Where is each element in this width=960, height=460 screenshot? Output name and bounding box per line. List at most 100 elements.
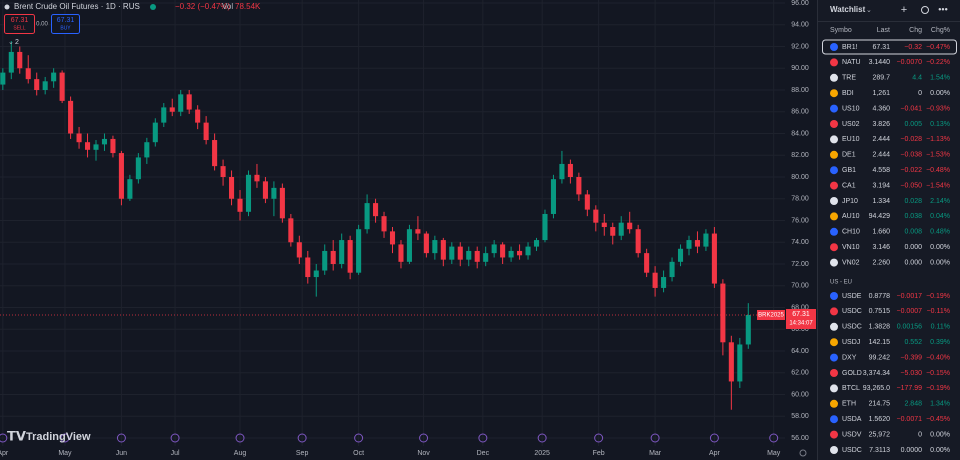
- event-icon[interactable]: [709, 433, 719, 443]
- symbol[interactable]: USDA: [842, 416, 862, 423]
- event-icon[interactable]: [235, 433, 245, 443]
- symbol[interactable]: TRE: [842, 75, 856, 82]
- candle-body: [584, 194, 590, 210]
- symbol[interactable]: US10: [842, 105, 860, 112]
- y-tick-label: 86.00: [791, 109, 809, 116]
- symbol[interactable]: BTCL: [842, 385, 860, 392]
- candle-body: [576, 177, 582, 195]
- change-percent: −0.15%: [926, 370, 950, 377]
- symbol[interactable]: GB1: [842, 167, 856, 174]
- symbol[interactable]: USDE: [842, 293, 862, 300]
- symbol[interactable]: DE1: [842, 152, 856, 159]
- symbol[interactable]: AU10: [842, 213, 860, 220]
- symbol[interactable]: USDC: [842, 447, 862, 454]
- symbol[interactable]: BR1!: [842, 44, 858, 51]
- candle-body: [118, 153, 124, 199]
- symbol[interactable]: VN10: [842, 244, 860, 251]
- event-icon[interactable]: [60, 433, 70, 443]
- last: 25,972: [869, 431, 891, 438]
- collapse-icon[interactable]: ⌄: [8, 39, 14, 46]
- event-icon[interactable]: [594, 433, 604, 443]
- candle-body: [500, 244, 506, 258]
- event-icon[interactable]: [478, 433, 488, 443]
- event-icon[interactable]: [537, 433, 547, 443]
- indicator-count[interactable]: 2: [15, 39, 19, 46]
- last: 214.75: [869, 401, 891, 408]
- symbol[interactable]: GOLD: [842, 370, 862, 377]
- symbol[interactable]: CH10: [842, 229, 860, 236]
- candle-body: [8, 51, 14, 73]
- event-icon[interactable]: [116, 433, 126, 443]
- event-icon[interactable]: [650, 433, 660, 443]
- symbol[interactable]: USDV: [842, 431, 862, 438]
- symbol[interactable]: EU10: [842, 136, 860, 143]
- buy-button[interactable]: [51, 14, 80, 34]
- symbol[interactable]: USDC: [842, 324, 862, 331]
- symbol[interactable]: CA1: [842, 182, 856, 189]
- change-percent: 0.00%: [930, 90, 950, 97]
- candle-body: [313, 270, 319, 278]
- event-icon[interactable]: [0, 433, 8, 443]
- change-percent: 0.00%: [930, 447, 950, 454]
- symbol-icon: [4, 4, 10, 10]
- buy-label[interactable]: BUY: [60, 25, 71, 31]
- symbol[interactable]: USDC: [842, 308, 862, 315]
- volume-label: Vol: [222, 2, 233, 11]
- last: 0.8778: [869, 293, 891, 300]
- event-icon[interactable]: [297, 433, 307, 443]
- candle-body: [406, 229, 412, 262]
- candle-body: [644, 253, 650, 273]
- y-tick-label: 74.00: [791, 239, 809, 246]
- candle-body: [161, 107, 167, 123]
- symbol[interactable]: NATU: [842, 59, 861, 66]
- candle-body: [305, 257, 311, 278]
- column-header[interactable]: Chg: [909, 27, 922, 34]
- last: 93,265.0: [863, 385, 890, 392]
- group-header[interactable]: US - EU: [830, 280, 852, 286]
- sell-label[interactable]: SELL: [13, 25, 25, 31]
- symbol[interactable]: JP10: [842, 198, 858, 205]
- symbol[interactable]: VN02: [842, 259, 860, 266]
- candle-body: [330, 250, 336, 264]
- symbol-icon: [830, 322, 838, 331]
- candle-body: [508, 250, 514, 258]
- last: 3,374.34: [863, 370, 890, 377]
- last: 3.1440: [869, 59, 891, 66]
- y-tick-label: 94.00: [791, 22, 809, 29]
- change: 0.038: [904, 213, 922, 220]
- symbol[interactable]: USDJ: [842, 339, 860, 346]
- candle-body: [533, 240, 540, 247]
- change: −0.050: [900, 182, 922, 189]
- candle-body: [440, 240, 446, 260]
- change-percent: −1.53%: [926, 152, 950, 159]
- candle-body: [135, 157, 141, 180]
- symbol[interactable]: US02: [842, 121, 860, 128]
- add-icon[interactable]: +: [901, 4, 907, 16]
- candle-body: [686, 240, 692, 249]
- last: 2.444: [872, 152, 890, 159]
- last: 289.7: [872, 75, 890, 82]
- symbol[interactable]: BDI: [842, 90, 854, 97]
- buy-price[interactable]: 67.31: [57, 17, 75, 24]
- symbol-icon: [830, 258, 838, 267]
- dropdown-icon[interactable]: ⌄: [866, 7, 872, 14]
- sell-price[interactable]: 67.31: [11, 17, 29, 24]
- column-header[interactable]: Last: [877, 27, 890, 34]
- y-tick-label: 76.00: [791, 217, 809, 224]
- watchlist-title[interactable]: Watchlist: [830, 5, 866, 14]
- event-icon[interactable]: [419, 433, 429, 443]
- candle-body: [474, 250, 480, 262]
- x-tick-label: Apr: [709, 450, 721, 457]
- details-icon[interactable]: [921, 6, 929, 14]
- settings-icon[interactable]: [799, 449, 807, 457]
- symbol[interactable]: ETH: [842, 401, 856, 408]
- event-icon[interactable]: [354, 433, 364, 443]
- symbol[interactable]: DXY: [842, 354, 857, 361]
- sell-button[interactable]: [4, 14, 35, 34]
- event-icon[interactable]: [769, 433, 779, 443]
- symbol-icon: [830, 243, 838, 252]
- more-icon[interactable]: •••: [938, 4, 947, 14]
- column-header[interactable]: Chg%: [931, 27, 950, 34]
- event-icon[interactable]: [170, 433, 180, 443]
- candle-body: [618, 222, 624, 236]
